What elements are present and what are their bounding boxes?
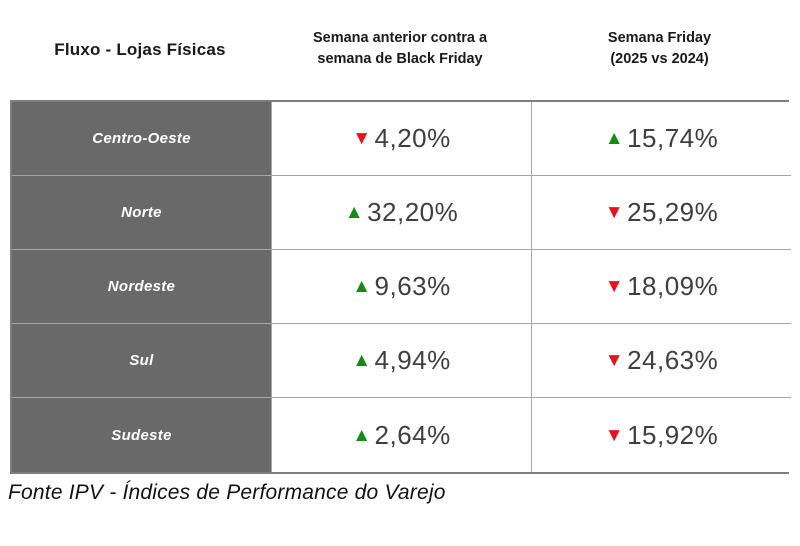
row-header-centro-oeste: Centro-Oeste xyxy=(12,102,272,176)
column-header-line: Semana Friday xyxy=(607,30,712,46)
percent-value: 4,94% xyxy=(374,345,451,375)
column-header-line: semana de Black Friday xyxy=(317,51,483,67)
black-friday-week-value: ▲ 32,20% xyxy=(345,197,459,228)
friday-week-value: ▼ 25,29% xyxy=(605,197,719,228)
friday-week-value: ▼ 24,63% xyxy=(605,345,719,376)
black-friday-week-value: ▲ 4,94% xyxy=(352,345,451,376)
table-cell: ▼ 18,09% xyxy=(532,250,791,324)
triangle-up-icon: ▲ xyxy=(344,202,365,223)
row-header-sul: Sul xyxy=(12,324,272,398)
percent-value: 4,20% xyxy=(374,123,451,153)
table-title: Fluxo - Lojas Físicas xyxy=(54,39,226,59)
column-header-black-friday-week: Semana anterior contra a semana de Black… xyxy=(270,28,530,70)
table-cell: ▲ 15,74% xyxy=(532,102,791,176)
percent-value: 15,92% xyxy=(627,419,719,450)
percent-value: 18,09% xyxy=(627,271,719,301)
friday-week-value: ▼ 15,92% xyxy=(605,420,719,451)
source-caption: Fonte IPV - Índices de Performance do Va… xyxy=(8,481,446,504)
row-header-sudeste: Sudeste xyxy=(12,398,272,472)
column-header-line: Semana anterior contra a xyxy=(312,30,488,46)
triangle-up-icon: ▲ xyxy=(604,128,625,149)
triangle-down-icon: ▼ xyxy=(604,202,625,223)
triangle-down-icon: ▼ xyxy=(604,276,625,297)
black-friday-week-value: ▲ 9,63% xyxy=(352,271,451,302)
row-header-norte: Norte xyxy=(12,176,272,250)
table-cell: ▼ 24,63% xyxy=(532,324,791,398)
friday-week-value: ▲ 15,74% xyxy=(605,123,719,154)
table-cell: ▲ 32,20% xyxy=(272,176,532,250)
table-cell: ▼ 15,92% xyxy=(532,398,791,472)
percent-value: 2,64% xyxy=(374,419,451,450)
percent-value: 24,63% xyxy=(627,345,719,375)
triangle-down-icon: ▼ xyxy=(352,128,372,149)
row-header-nordeste: Nordeste xyxy=(12,250,272,324)
friday-week-value: ▼ 18,09% xyxy=(605,271,719,302)
table-header-row: Fluxo - Lojas Físicas Semana anterior co… xyxy=(10,0,789,98)
percent-value: 9,63% xyxy=(374,271,451,301)
triangle-down-icon: ▼ xyxy=(604,424,625,446)
percent-value: 32,20% xyxy=(367,197,459,227)
table-cell: ▼ 4,20% xyxy=(272,102,532,176)
table-cell: ▲ 2,64% xyxy=(272,398,532,472)
triangle-up-icon: ▲ xyxy=(352,276,372,297)
column-header-line: (2025 vs 2024) xyxy=(610,51,709,67)
black-friday-week-value: ▲ 2,64% xyxy=(352,420,451,451)
triangle-up-icon: ▲ xyxy=(352,350,372,371)
table-cell: ▲ 4,94% xyxy=(272,324,532,398)
table-cell: ▲ 9,63% xyxy=(272,250,532,324)
regions-data-table: Centro-Oeste ▼ 4,20% ▲ 15,74% Norte ▲ 32… xyxy=(10,100,791,474)
percent-value: 25,29% xyxy=(627,197,719,227)
triangle-down-icon: ▼ xyxy=(604,350,625,371)
column-header-friday-week: Semana Friday (2025 vs 2024) xyxy=(530,28,789,70)
triangle-up-icon: ▲ xyxy=(352,424,372,446)
table-cell: ▼ 25,29% xyxy=(532,176,791,250)
percent-value: 15,74% xyxy=(627,123,719,153)
black-friday-week-value: ▼ 4,20% xyxy=(352,123,451,154)
